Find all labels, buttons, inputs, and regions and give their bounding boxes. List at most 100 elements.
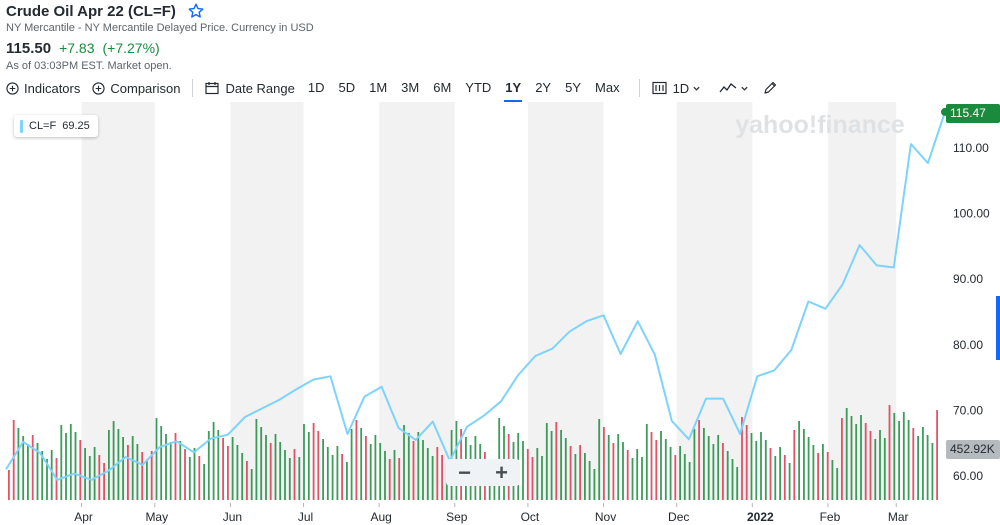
range-1y[interactable]: 1Y [498,76,528,102]
volume-bar [922,427,924,500]
volume-bar [845,408,848,500]
volume-bar [84,448,86,500]
x-tick-label: Aug [370,510,391,524]
chart-type-dropdown[interactable] [719,82,749,94]
volume-bar [112,421,115,500]
quote-subtitle: NY Mercantile - NY Mercantile Delayed Pr… [6,22,314,34]
volume-bar [522,441,524,500]
volume-bar [407,433,410,500]
volume-bar [274,434,277,500]
volume-bar [231,437,234,500]
x-tick-label: Feb [820,510,841,524]
month-band [676,102,753,500]
volume-bar [165,434,167,500]
volume-bar [422,440,424,500]
range-5d[interactable]: 5D [338,80,356,95]
volume-bar [779,447,781,500]
series-legend[interactable]: CL=F 69.25 [14,115,98,137]
volume-bar [436,447,439,500]
volume-bar [593,469,596,500]
volume-bar [117,429,120,500]
scroll-handle[interactable] [996,296,1000,360]
date-range-button[interactable]: Date Range [205,81,295,96]
volume-bar [188,457,191,500]
volume-bar [836,468,839,500]
volume-bar [260,427,263,500]
volume-bar [688,462,691,500]
volume-bar [645,424,648,500]
volume-bar [612,443,615,500]
volume-bar [741,417,743,500]
range-1d[interactable]: 1D [307,80,325,95]
volume-bar [288,458,291,500]
volume-bar [322,439,324,500]
x-tick-label: Jul [298,510,313,524]
toolbar-divider [638,79,640,97]
indicators-label: Indicators [24,80,81,96]
y-tick-label: 90.00 [953,272,983,286]
toolbar-divider [192,79,194,97]
volume-bar [65,433,67,500]
zoom-controls: − + [446,459,520,486]
range-ytd[interactable]: YTD [465,80,492,95]
volume-bar [783,455,786,500]
range-3m[interactable]: 3M [401,80,420,95]
range-2y[interactable]: 2Y [535,80,552,95]
volume-bar [893,413,896,500]
volume-bar [108,430,110,500]
volume-bar [726,451,729,500]
volume-bar [626,450,629,500]
x-tick-label: May [145,510,168,524]
range-1m[interactable]: 1M [369,80,388,95]
volume-tag: 452.92K [946,440,1000,459]
volume-bar [703,428,705,500]
volume-bar [79,440,82,500]
y-tick-label: 60.00 [953,469,983,483]
zoom-out-button[interactable]: − [458,460,471,485]
volume-bar [350,429,353,500]
volume-bar [41,451,44,500]
volume-bar [898,421,900,500]
volume-bar [379,443,382,500]
x-axis-ticks: Apr May Jun Jul Aug Sep Oct Nov Dec 2022 Feb Mar [74,503,909,524]
volume-bar [227,446,229,500]
volume-bar [236,445,239,500]
zoom-in-button[interactable]: + [495,460,508,485]
legend-symbol: CL=F [29,120,57,132]
volume-bar [355,420,358,500]
star-icon[interactable] [188,3,204,19]
month-bands [81,102,897,500]
draw-button[interactable] [763,81,777,95]
volume-bar [103,463,105,500]
volume-bar [769,448,772,500]
volume-bar [607,435,610,500]
price-line [5,111,946,481]
volume-bar [184,449,186,500]
x-tick-label: Apr [74,510,93,524]
volume-bar [812,445,815,500]
x-tick-label: Dec [668,510,689,524]
comparison-label: Comparison [110,80,181,96]
volume-bar [369,444,372,500]
volume-bar [936,410,938,500]
comparison-button[interactable]: Comparison [92,81,180,96]
range-5y[interactable]: 5Y [565,80,582,95]
volume-bar [731,459,734,500]
volume-bar [902,412,905,500]
yahoo-finance-watermark: yahoo!finance [735,111,905,139]
range-max[interactable]: Max [595,80,620,95]
volume-bar [807,437,810,500]
volume-bar [169,442,172,500]
volume-bar [12,420,15,500]
market-status: As of 03:03PM EST. Market open. [6,60,172,72]
volume-bar [303,424,305,500]
range-6m[interactable]: 6M [433,80,452,95]
volume-bar [907,420,910,500]
interval-dropdown[interactable]: 1D [651,81,702,96]
indicators-button[interactable]: Indicators [6,81,80,96]
y-tick-label: 70.00 [953,403,983,417]
volume-bar [883,438,886,500]
legend-value: 69.25 [62,120,90,132]
volume-bar [569,446,572,500]
